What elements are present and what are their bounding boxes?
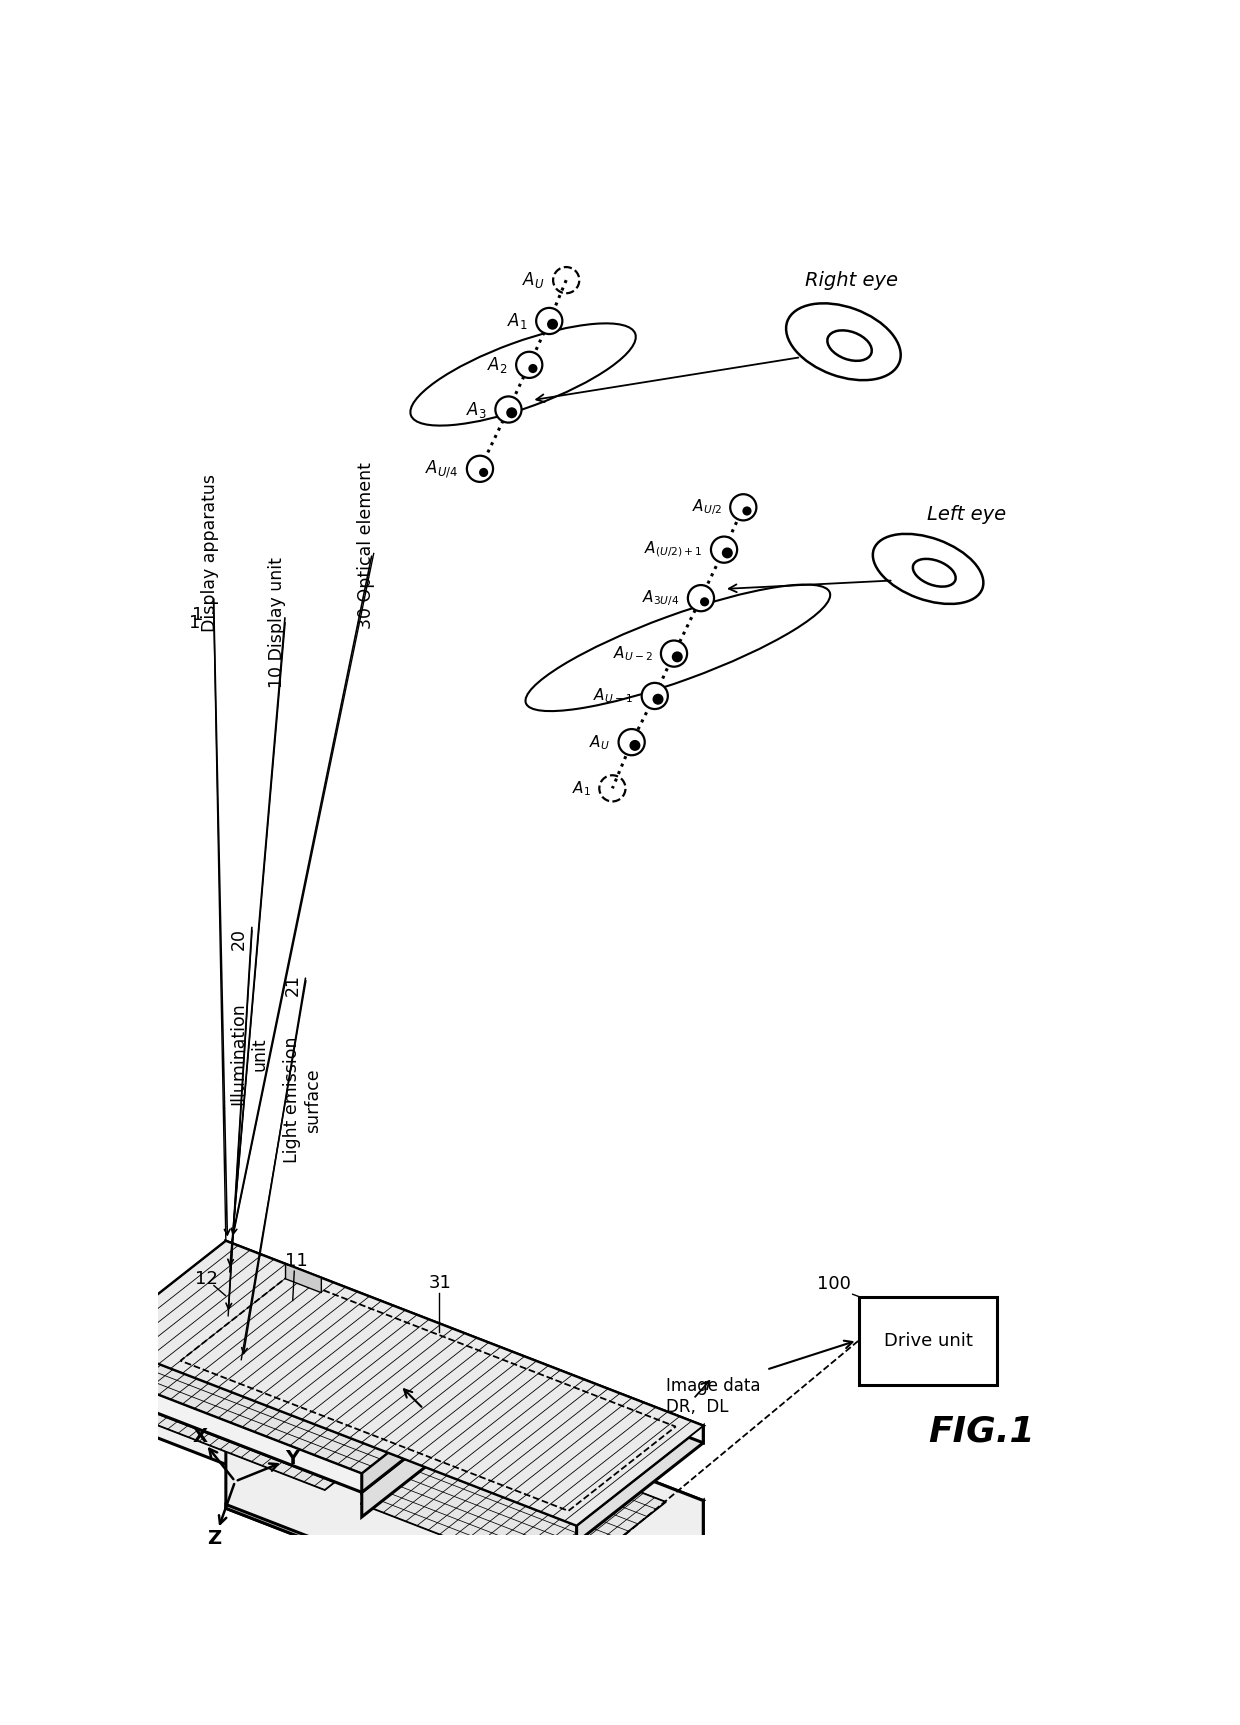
Polygon shape bbox=[577, 1501, 703, 1725]
Text: $A_2$: $A_2$ bbox=[487, 355, 507, 374]
Polygon shape bbox=[279, 1292, 315, 1325]
Circle shape bbox=[495, 397, 522, 423]
Polygon shape bbox=[226, 1504, 703, 1694]
Polygon shape bbox=[226, 1290, 489, 1418]
Text: X: X bbox=[192, 1427, 207, 1446]
Text: Drive unit: Drive unit bbox=[884, 1332, 972, 1351]
Text: FIG.1: FIG.1 bbox=[929, 1414, 1035, 1449]
Text: 30 Optical element: 30 Optical element bbox=[357, 462, 374, 630]
Circle shape bbox=[536, 307, 563, 335]
Text: $A_3$: $A_3$ bbox=[466, 400, 487, 419]
Text: $A_{U-2}$: $A_{U-2}$ bbox=[613, 643, 652, 662]
Text: 1: 1 bbox=[190, 614, 201, 631]
Text: Y: Y bbox=[285, 1449, 299, 1468]
Text: $A_U$: $A_U$ bbox=[589, 733, 610, 752]
Text: $A_{U/4}$: $A_{U/4}$ bbox=[425, 459, 459, 480]
Circle shape bbox=[711, 536, 737, 562]
Polygon shape bbox=[226, 1240, 703, 1442]
Circle shape bbox=[701, 597, 709, 607]
Text: Illumination
unit: Illumination unit bbox=[229, 1002, 268, 1106]
Polygon shape bbox=[99, 1240, 703, 1525]
FancyBboxPatch shape bbox=[859, 1297, 997, 1385]
Circle shape bbox=[506, 407, 517, 417]
Polygon shape bbox=[226, 1271, 489, 1392]
Circle shape bbox=[672, 652, 683, 662]
Text: $A_{U-1}$: $A_{U-1}$ bbox=[593, 687, 634, 706]
Text: 100: 100 bbox=[817, 1275, 851, 1292]
Text: 11: 11 bbox=[285, 1252, 308, 1270]
Ellipse shape bbox=[913, 559, 956, 586]
Circle shape bbox=[479, 467, 489, 478]
Circle shape bbox=[743, 507, 751, 516]
Polygon shape bbox=[362, 1392, 489, 1516]
Polygon shape bbox=[361, 1423, 666, 1582]
Text: 21: 21 bbox=[284, 973, 301, 995]
Text: $A_1$: $A_1$ bbox=[572, 780, 590, 797]
Text: 1: 1 bbox=[192, 605, 203, 624]
Text: Light emission
surface: Light emission surface bbox=[284, 1037, 322, 1163]
Circle shape bbox=[528, 364, 537, 373]
Circle shape bbox=[467, 455, 494, 481]
Text: 12: 12 bbox=[195, 1270, 218, 1289]
Circle shape bbox=[619, 730, 645, 756]
Polygon shape bbox=[99, 1271, 489, 1473]
Text: 31: 31 bbox=[429, 1275, 451, 1292]
Text: 20: 20 bbox=[229, 928, 248, 949]
Polygon shape bbox=[99, 1290, 489, 1492]
Polygon shape bbox=[99, 1316, 703, 1601]
Text: $A_U$: $A_U$ bbox=[522, 271, 544, 290]
Ellipse shape bbox=[786, 304, 900, 380]
Text: $A_1$: $A_1$ bbox=[507, 310, 528, 331]
Polygon shape bbox=[285, 1264, 321, 1292]
Circle shape bbox=[641, 683, 668, 709]
Polygon shape bbox=[577, 1427, 703, 1542]
Text: $A_{U/2}$: $A_{U/2}$ bbox=[692, 497, 722, 518]
Text: Left eye: Left eye bbox=[928, 505, 1006, 524]
Text: Right eye: Right eye bbox=[805, 271, 898, 290]
Polygon shape bbox=[99, 1271, 489, 1473]
Text: $A_{(U/2)+1}$: $A_{(U/2)+1}$ bbox=[645, 540, 703, 559]
Text: Display apparatus: Display apparatus bbox=[201, 474, 219, 633]
Circle shape bbox=[730, 493, 756, 521]
Text: $A_{3U/4}$: $A_{3U/4}$ bbox=[642, 588, 680, 609]
Ellipse shape bbox=[827, 331, 872, 361]
Circle shape bbox=[722, 547, 733, 559]
Circle shape bbox=[688, 585, 714, 611]
Text: Image data
DR,  DL: Image data DR, DL bbox=[666, 1377, 761, 1416]
Polygon shape bbox=[136, 1337, 428, 1490]
Polygon shape bbox=[99, 1240, 703, 1525]
Circle shape bbox=[661, 640, 687, 666]
Circle shape bbox=[652, 693, 663, 706]
Circle shape bbox=[547, 319, 558, 329]
Ellipse shape bbox=[873, 533, 983, 604]
Circle shape bbox=[630, 740, 640, 750]
Polygon shape bbox=[383, 1377, 409, 1409]
Circle shape bbox=[516, 352, 542, 378]
Polygon shape bbox=[226, 1316, 703, 1694]
Text: Z: Z bbox=[207, 1528, 222, 1547]
Polygon shape bbox=[362, 1373, 489, 1492]
Text: 10 Display unit: 10 Display unit bbox=[268, 557, 286, 688]
